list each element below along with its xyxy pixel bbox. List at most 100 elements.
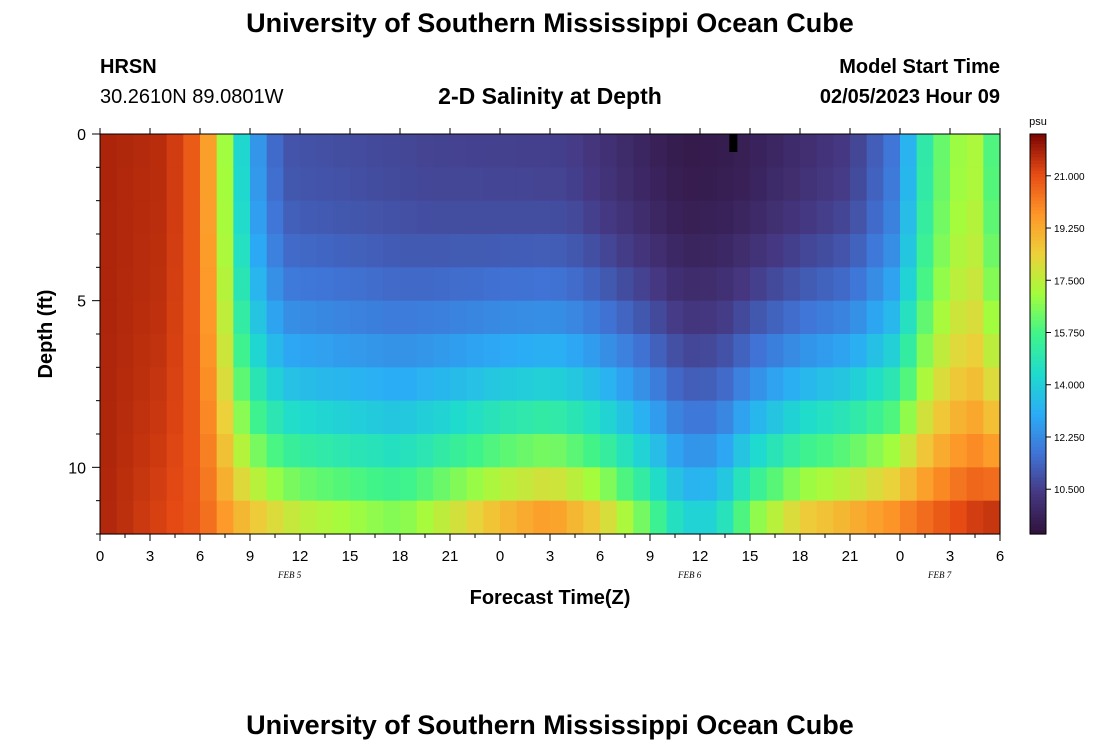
heatmap-cell <box>500 234 518 268</box>
colorbar-segment <box>1030 410 1046 415</box>
heatmap-cell <box>916 134 934 168</box>
heatmap-cell <box>716 467 734 502</box>
heatmap-cell <box>583 367 601 402</box>
heatmap-cell <box>433 167 451 202</box>
heatmap-cell <box>816 134 834 168</box>
heatmap-cell <box>883 434 901 468</box>
heatmap-cell <box>700 267 718 302</box>
heatmap-cell <box>900 500 918 535</box>
heatmap-cell <box>500 367 518 402</box>
heatmap-cell <box>550 200 568 235</box>
heatmap-cell <box>550 400 568 435</box>
heatmap-cell <box>666 434 684 468</box>
heatmap-cell <box>300 467 318 502</box>
heatmap-cell <box>333 300 351 335</box>
colorbar-segment <box>1030 237 1046 242</box>
heatmap-cell <box>400 334 418 368</box>
colorbar-segment <box>1030 247 1046 252</box>
heatmap-cell <box>316 200 334 235</box>
colorbar-segment <box>1030 244 1046 248</box>
heatmap-cell <box>100 200 118 235</box>
colorbar-segment <box>1030 397 1046 402</box>
heatmap-cell <box>700 234 718 268</box>
heatmap-cell <box>766 500 784 535</box>
heatmap-cell <box>550 334 568 368</box>
heatmap-cell <box>566 267 584 302</box>
heatmap-cell <box>783 367 801 402</box>
heatmap-cell <box>666 400 684 435</box>
heatmap-cell <box>616 200 634 235</box>
heatmap-cell <box>900 267 918 302</box>
heatmap-cell <box>700 200 718 235</box>
heatmap-cell <box>366 500 384 535</box>
heatmap-cell <box>933 400 951 435</box>
colorbar-segment <box>1030 440 1046 445</box>
colorbar-segment <box>1030 137 1046 142</box>
heatmap-cell <box>816 200 834 235</box>
heatmap-cell <box>816 367 834 402</box>
colorbar-segment <box>1030 490 1046 495</box>
heatmap-cell <box>650 334 668 368</box>
heatmap-cell <box>300 300 318 335</box>
heatmap-cell <box>783 267 801 302</box>
heatmap-cell <box>516 300 534 335</box>
heatmap-cell <box>566 500 584 535</box>
heatmap-cell <box>100 267 118 302</box>
heatmap-cell <box>933 200 951 235</box>
heatmap-cell <box>300 334 318 368</box>
heatmap-cell <box>300 267 318 302</box>
colorbar-segment <box>1030 317 1046 322</box>
heatmap-cell <box>816 267 834 302</box>
heatmap-cell <box>283 400 301 435</box>
heatmap-cell <box>833 367 851 402</box>
heatmap-cell <box>116 500 134 535</box>
heatmap-cell <box>200 267 218 302</box>
heatmap-cell <box>333 400 351 435</box>
heatmap-cell <box>800 400 818 435</box>
heatmap-cell <box>733 300 751 335</box>
heatmap-cell <box>233 400 251 435</box>
heatmap-cell <box>483 300 501 335</box>
heatmap-cell <box>133 467 151 502</box>
heatmap-cell <box>116 367 134 402</box>
colorbar-segment <box>1030 457 1046 462</box>
heatmap-cell <box>966 134 984 168</box>
heatmap-cell <box>716 434 734 468</box>
y-tick-label: 0 <box>77 127 86 144</box>
colorbar-segment <box>1030 390 1046 395</box>
colorbar-segment <box>1030 434 1046 438</box>
heatmap-cell <box>683 300 701 335</box>
heatmap-cell <box>666 334 684 368</box>
heatmap-cell <box>133 234 151 268</box>
heatmap-cell <box>233 500 251 535</box>
heatmap-cell <box>133 167 151 202</box>
heatmap-cell <box>950 267 968 302</box>
heatmap-cell <box>116 434 134 468</box>
heatmap-cell <box>233 200 251 235</box>
heatmap-cell <box>650 500 668 535</box>
salinity-heatmap-chart: 0 3 6 9 12 15 18 21 0 3 6 9 12 15 18 21 0 3 6 FEB 5 FEB 6 FEB… <box>35 116 1085 609</box>
colorbar-segment <box>1030 187 1046 192</box>
heatmap-cell <box>583 134 601 168</box>
heatmap-cell <box>250 167 268 202</box>
heatmap-cell <box>900 200 918 235</box>
heatmap-cell <box>850 467 868 502</box>
heatmap-cell <box>983 367 1001 402</box>
heatmap-cell <box>933 500 951 535</box>
x-tick-label: 3 <box>146 548 154 565</box>
heatmap-cell <box>750 200 768 235</box>
x-tick-label: 18 <box>392 548 409 565</box>
heatmap-cell <box>916 200 934 235</box>
x-tick-label: 0 <box>496 548 504 565</box>
heatmap-cell <box>783 334 801 368</box>
heatmap-cell <box>433 367 451 402</box>
heatmap-cell <box>266 434 284 468</box>
heatmap-cell <box>883 467 901 502</box>
heatmap-cell <box>200 500 218 535</box>
heatmap-cell <box>516 167 534 202</box>
heatmap-cell <box>450 467 468 502</box>
heatmap-cell <box>983 300 1001 335</box>
heatmap-cell <box>733 467 751 502</box>
heatmap-cell <box>650 134 668 168</box>
heatmap-cell <box>800 300 818 335</box>
